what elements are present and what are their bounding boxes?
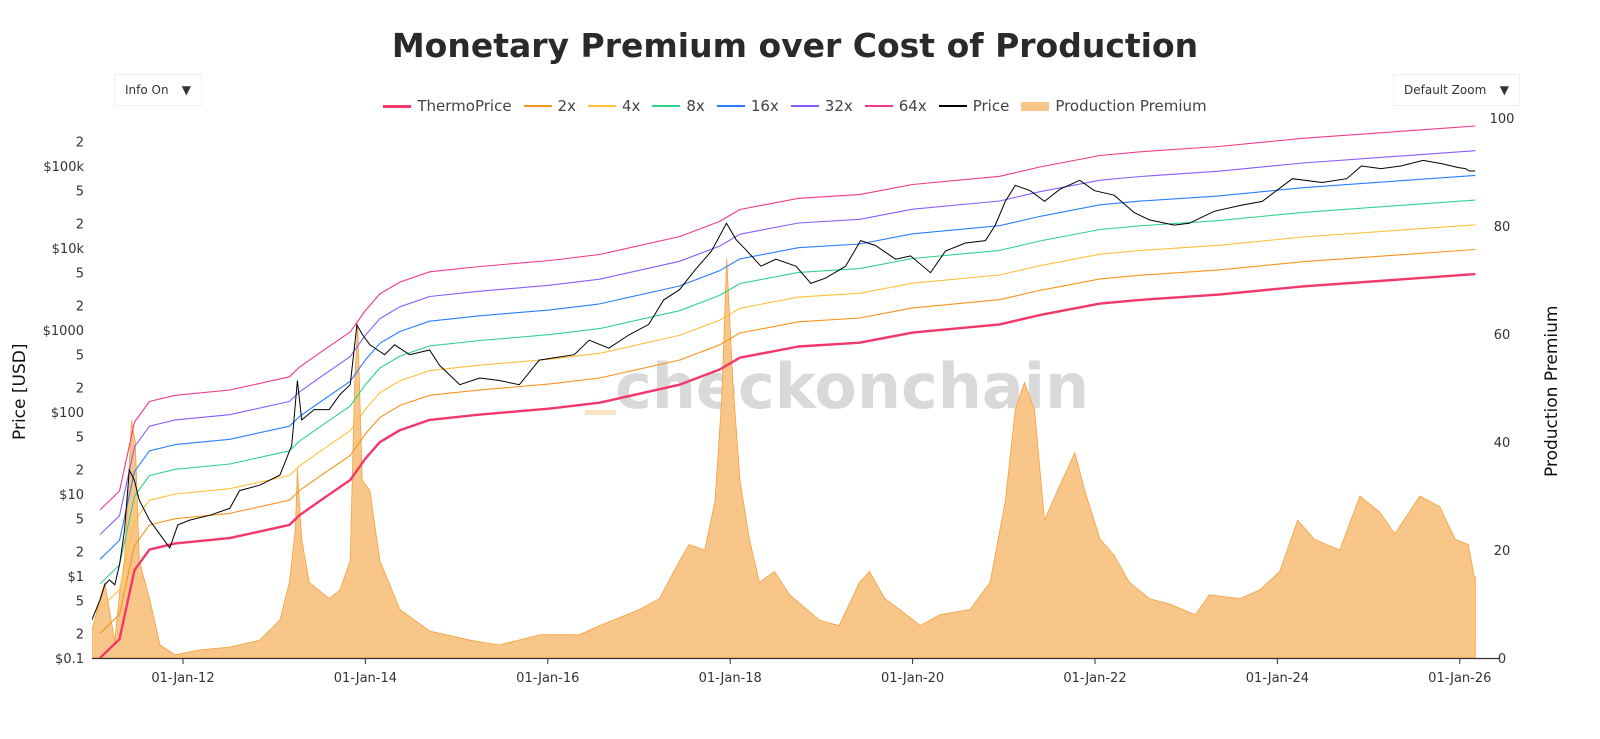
y-axis-left-title: Price [USD] [10,344,30,440]
y-left-tick-label: $10k [52,242,85,257]
series-line-16x [99,174,1476,560]
legend-swatch [587,105,616,107]
x-tick-label: 01-Jan-22 [1063,671,1126,686]
legend-swatch [523,105,552,107]
x-tick-label: 01-Jan-26 [1428,671,1491,686]
series-line-64x [99,125,1476,511]
x-tick-label: 01-Jan-12 [151,671,214,686]
legend-label: 4x [621,97,641,115]
y-left-tick-label: 2 [76,217,84,232]
y-axis-right-title: Production Premium [1542,306,1562,478]
legend-swatch [1021,101,1050,111]
watermark-logo: checkonchain [585,350,1089,423]
y-left-tick-label: 5 [76,595,84,610]
y-left-tick-label: 2 [76,381,84,396]
y-left-tick-label: $10 [59,488,84,503]
series-line-price [92,159,1476,621]
series-line-thermoprice [99,272,1476,658]
y-left-tick-label: $100k [43,160,84,175]
y-left-tick-label: $1 [67,570,84,585]
legend-item-price[interactable]: Price [938,97,1010,115]
legend-label: 8x [686,97,705,115]
y-left-tick-label: 2 [76,463,84,478]
y-right-tick-label: 80 [1494,220,1511,235]
y-left-tick-label: 2 [76,545,84,560]
series-line-8x [99,199,1476,585]
production-premium-area [92,258,1476,658]
y-left-tick-label: 2 [76,627,84,642]
y-left-tick-label: $0.1 [55,652,84,667]
legend-swatch [938,105,967,107]
y-left-tick-label: 5 [76,513,84,528]
legend-item-4x[interactable]: 4x [587,97,641,115]
legend: ThermoPrice 2x 4x 8x 16x 32x 64x Price Productio… [0,97,1590,115]
legend-item-8x[interactable]: 8x [652,97,705,115]
legend-swatch [864,105,893,107]
y-left-tick-label: 5 [76,267,84,282]
legend-label: ThermoPrice [417,97,512,115]
y-left-tick-label: 5 [76,349,84,364]
x-tick-label: 01-Jan-16 [516,671,579,686]
legend-label: 32x [824,97,853,115]
caret-down-icon: ▼ [181,83,191,97]
legend-swatch [716,105,745,107]
legend-label: 64x [898,97,927,115]
legend-item-2x[interactable]: 2x [523,97,576,115]
info-toggle-label: Info On [125,83,169,97]
legend-label: 16x [750,97,779,115]
watermark-text: checkonchain [615,350,1089,423]
legend-label: Production Premium [1055,97,1207,115]
legend-item-64x[interactable]: 64x [864,97,927,115]
chart-title: Monetary Premium over Cost of Production [391,26,1199,65]
legend-label: Price [972,97,1010,115]
y-right-tick-label: 60 [1494,328,1511,343]
x-tick-label: 01-Jan-20 [881,671,944,686]
y-left-tick-label: $100 [51,406,84,421]
y-right-tick-label: 40 [1494,436,1511,451]
y-right-tick-label: 0 [1498,652,1506,667]
x-tick-label: 01-Jan-18 [699,671,762,686]
legend-item-32x[interactable]: 32x [790,97,853,115]
y-right-tick-label: 100 [1490,112,1515,127]
caret-down-icon: ▼ [1499,83,1509,97]
zoom-dropdown[interactable]: Default Zoom ▼ [1393,74,1520,106]
series-line-2x [99,248,1476,634]
x-tick-label: 01-Jan-14 [334,671,397,686]
y-right-tick-label: 20 [1494,544,1511,559]
zoom-label: Default Zoom [1404,83,1487,97]
legend-item-thermoprice[interactable]: ThermoPrice [383,97,512,115]
y-left-tick-label: 2 [76,299,84,314]
legend-item-production-premium[interactable]: Production Premium [1021,97,1207,115]
legend-label: 2x [557,97,576,115]
y-left-tick-label: 5 [76,185,84,200]
legend-item-16x[interactable]: 16x [716,97,779,115]
series-line-4x [99,224,1476,609]
series-line-32x [99,150,1476,535]
y-left-tick-label: $1000 [43,324,84,339]
info-toggle-dropdown[interactable]: Info On ▼ [114,74,202,106]
x-tick-label: 01-Jan-24 [1246,671,1309,686]
watermark-bar [585,410,616,415]
legend-swatch [790,105,819,107]
y-left-tick-label: 5 [76,431,84,446]
legend-swatch [652,105,681,107]
legend-swatch [383,104,412,108]
y-left-tick-label: 2 [76,135,84,150]
